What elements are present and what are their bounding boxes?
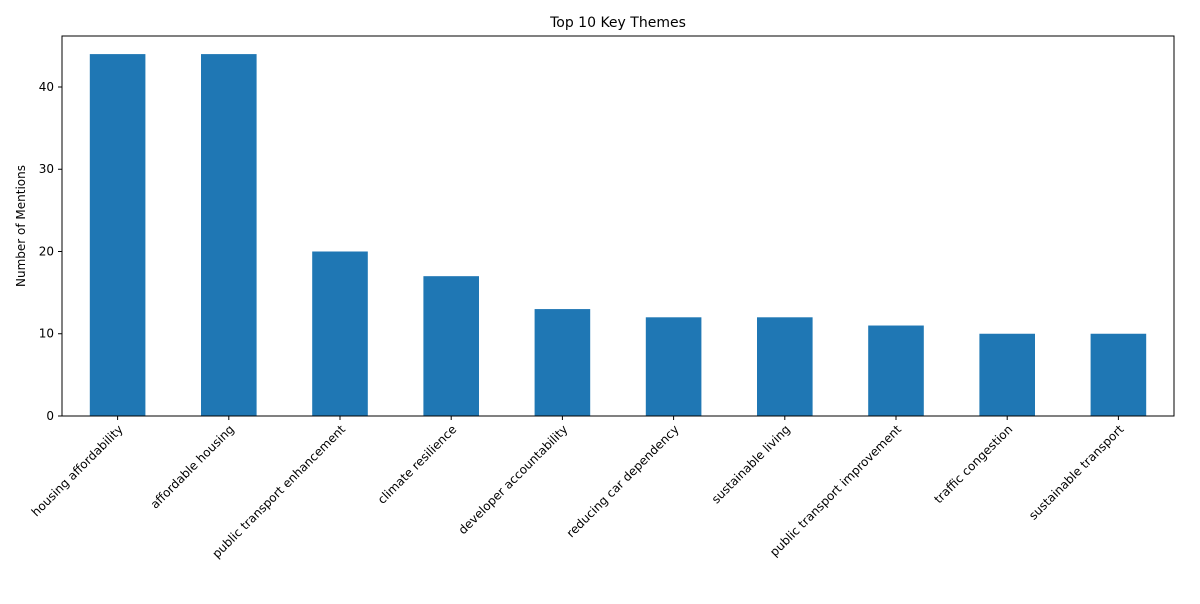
x-axis: housing affordability affordable housingp… xyxy=(29,416,1127,561)
plot-frame xyxy=(61,35,1175,417)
bar xyxy=(1090,333,1147,416)
y-axis: 0 10 20 30 40 xyxy=(39,80,62,423)
chart-title: Top 10 Key Themes xyxy=(549,15,686,31)
bar xyxy=(979,333,1035,416)
x-tick-label: reducing car dependency xyxy=(564,422,682,540)
y-tick-label: 20 xyxy=(39,244,54,258)
bar xyxy=(423,276,479,416)
bars-layer xyxy=(89,54,1147,416)
bar xyxy=(201,54,257,416)
y-tick-label: 30 xyxy=(39,162,54,176)
bar xyxy=(89,54,146,416)
y-tick-label: 0 xyxy=(46,409,54,423)
x-tick-label: sustainable transport xyxy=(1026,422,1127,523)
y-axis-label: Number of Mentions xyxy=(14,165,28,287)
x-tick-label: housing affordability xyxy=(29,422,126,519)
y-tick-label: 10 xyxy=(39,327,54,341)
x-tick-label: developer accountability xyxy=(456,422,571,537)
x-tick-label: public transport improvement xyxy=(767,422,904,559)
bar xyxy=(645,317,702,416)
bar xyxy=(868,325,924,416)
x-tick-label: traffic congestion xyxy=(931,422,1015,506)
x-tick-label: affordable housing xyxy=(148,422,237,511)
bar xyxy=(312,251,368,416)
bar xyxy=(534,309,591,416)
x-tick-label: sustainable living xyxy=(709,422,793,506)
y-tick-label: 40 xyxy=(39,80,54,94)
x-tick-label: climate resilience xyxy=(375,422,459,506)
bar xyxy=(757,317,813,416)
x-tick-label: public transport enhancement xyxy=(209,422,348,561)
